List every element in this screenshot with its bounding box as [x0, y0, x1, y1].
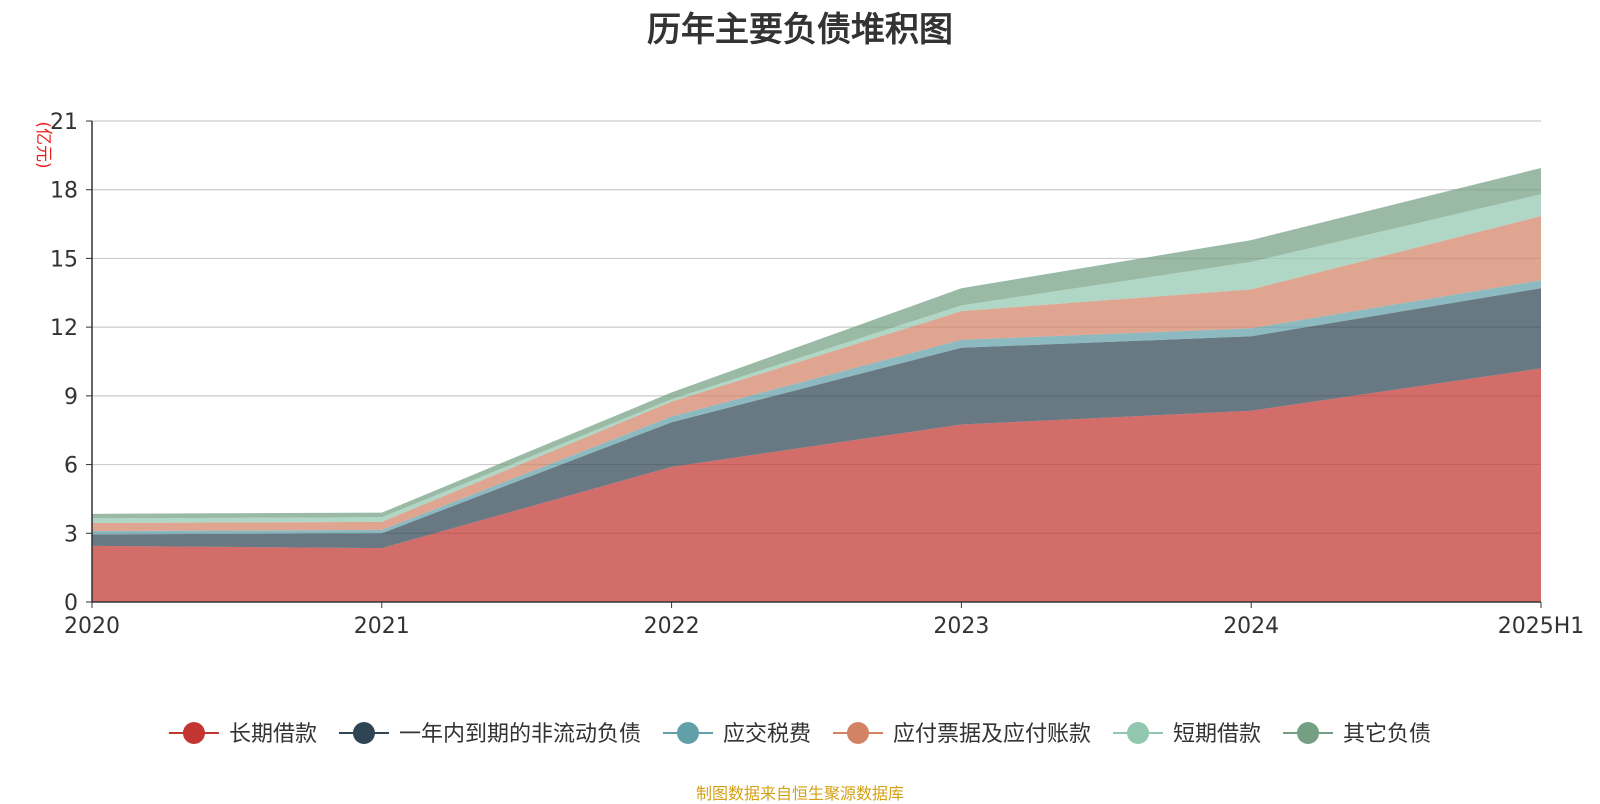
y-tick-label: 12: [50, 316, 78, 341]
legend-marker: [1127, 722, 1150, 744]
legend-label: 应付票据及应付账款: [893, 722, 1091, 747]
legend-marker: [1297, 722, 1320, 744]
y-tick-label: 0: [64, 591, 78, 616]
y-tick-label: 18: [50, 179, 78, 204]
data-source-note: 制图数据来自恒生聚源数据库: [695, 784, 904, 803]
y-tick-label: 3: [64, 522, 78, 547]
legend-item[interactable]: 一年内到期的非流动负债: [338, 722, 641, 747]
area-短期借款[interactable]: [92, 194, 1541, 523]
legend-item[interactable]: 应交税费: [662, 722, 811, 747]
x-tick-label: 2023: [933, 614, 989, 639]
y-tick-label: 6: [64, 454, 78, 479]
area-一年内到期的非流动负债[interactable]: [92, 288, 1541, 549]
axes: [91, 121, 1541, 603]
x-tick-labels: 2020 2021 2022 2023 2024 2025H1: [64, 602, 1584, 639]
x-tick-label: 2024: [1223, 614, 1279, 639]
legend-item[interactable]: 其它负债: [1283, 722, 1431, 747]
legend-marker: [676, 722, 699, 744]
legend-label: 应交税费: [723, 722, 811, 747]
area-应交税费[interactable]: [92, 280, 1541, 535]
y-unit-label: (亿元): [33, 121, 53, 168]
legend: 长期借款 一年内到期的非流动负债 应交税费 应付票据及应付账款 短期借款 其它负债: [168, 722, 1431, 747]
area-series: [92, 167, 1541, 602]
legend-marker: [182, 722, 205, 744]
legend-item[interactable]: 长期借款: [168, 722, 317, 747]
y-tick-label: 21: [50, 110, 78, 135]
area-长期借款[interactable]: [92, 368, 1541, 602]
legend-label: 短期借款: [1173, 722, 1261, 747]
y-tick-label: 9: [64, 385, 78, 410]
chart-title: 历年主要负债堆积图: [647, 10, 953, 50]
legend-label: 长期借款: [229, 722, 317, 747]
legend-label: 一年内到期的非流动负债: [399, 722, 641, 747]
area-应付票据及应付账款[interactable]: [92, 216, 1541, 531]
y-tick-label: 15: [50, 247, 78, 272]
x-tick-label: 2022: [644, 614, 700, 639]
legend-item[interactable]: 应付票据及应付账款: [833, 722, 1091, 747]
legend-marker: [847, 722, 869, 744]
x-tick-label: 2021: [354, 614, 410, 639]
legend-label: 其它负债: [1343, 722, 1431, 747]
legend-marker: [352, 722, 375, 744]
area-其它负债[interactable]: [92, 167, 1541, 519]
legend-item[interactable]: 短期借款: [1113, 722, 1261, 747]
x-tick-label: 2025H1: [1498, 614, 1585, 639]
y-tick-labels: 0 3 6 9 12 15 18 21: [50, 110, 78, 616]
x-tick-label: 2020: [64, 614, 120, 639]
